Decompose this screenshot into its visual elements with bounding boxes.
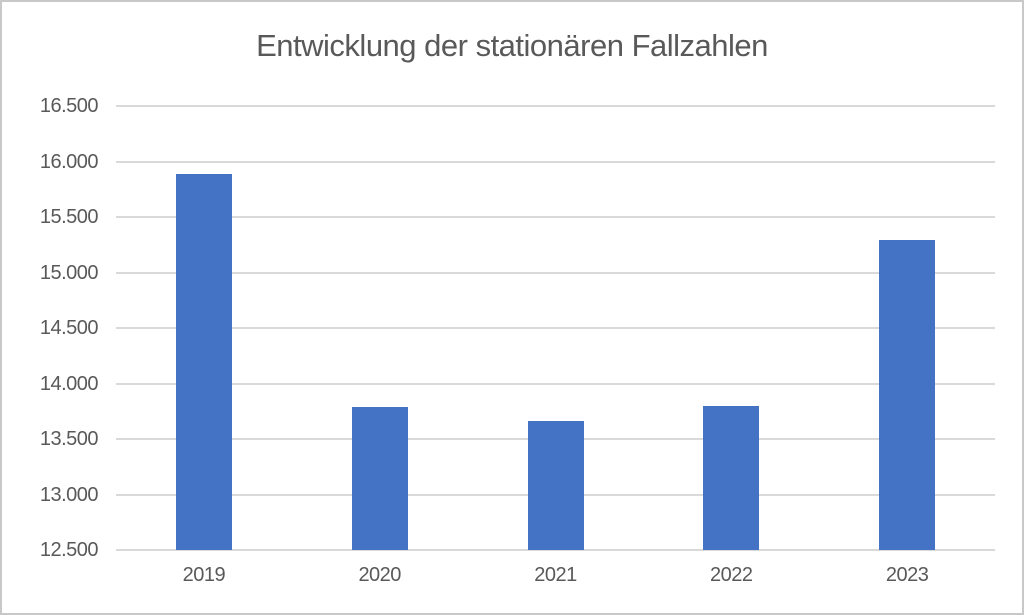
x-tick-label: 2022: [710, 564, 753, 586]
x-axis: 2019 2020 2021 2022 2023: [116, 564, 995, 594]
bar-2019: [175, 173, 232, 550]
gridline: [116, 216, 995, 218]
gridline: [116, 271, 995, 274]
bar-2021: [527, 421, 584, 550]
y-tick-label: 16.500: [39, 95, 99, 117]
y-tick-label: 15.000: [39, 261, 99, 284]
x-tick-label: 2023: [885, 564, 929, 586]
y-tick-label: 12.500: [39, 539, 99, 561]
x-tick-label: 2020: [358, 564, 401, 586]
gridline: [116, 327, 995, 329]
x-tick-label: 2021: [534, 564, 577, 586]
y-tick-label: 14.000: [39, 372, 99, 395]
chart-title: Entwicklung der stationären Fallzahlen: [256, 28, 768, 63]
gridline: [116, 382, 995, 385]
y-tick-label: 13.000: [39, 483, 99, 506]
gridline: [116, 105, 995, 107]
bar-2020: [351, 406, 408, 550]
bar-2023: [879, 240, 936, 550]
gridline: [116, 549, 995, 551]
y-axis: 12.500 13.000 13.500 14.000 14.500 15.000 15.5…: [2, 95, 99, 561]
gridline: [116, 160, 995, 163]
bar-2022: [703, 405, 760, 550]
x-tick-label: 2019: [182, 564, 226, 586]
plot-area: [116, 105, 995, 551]
y-tick-label: 13.500: [39, 428, 99, 450]
y-tick-label: 15.500: [39, 206, 99, 228]
y-tick-label: 14.500: [39, 317, 99, 339]
y-tick-label: 16.000: [39, 150, 99, 173]
